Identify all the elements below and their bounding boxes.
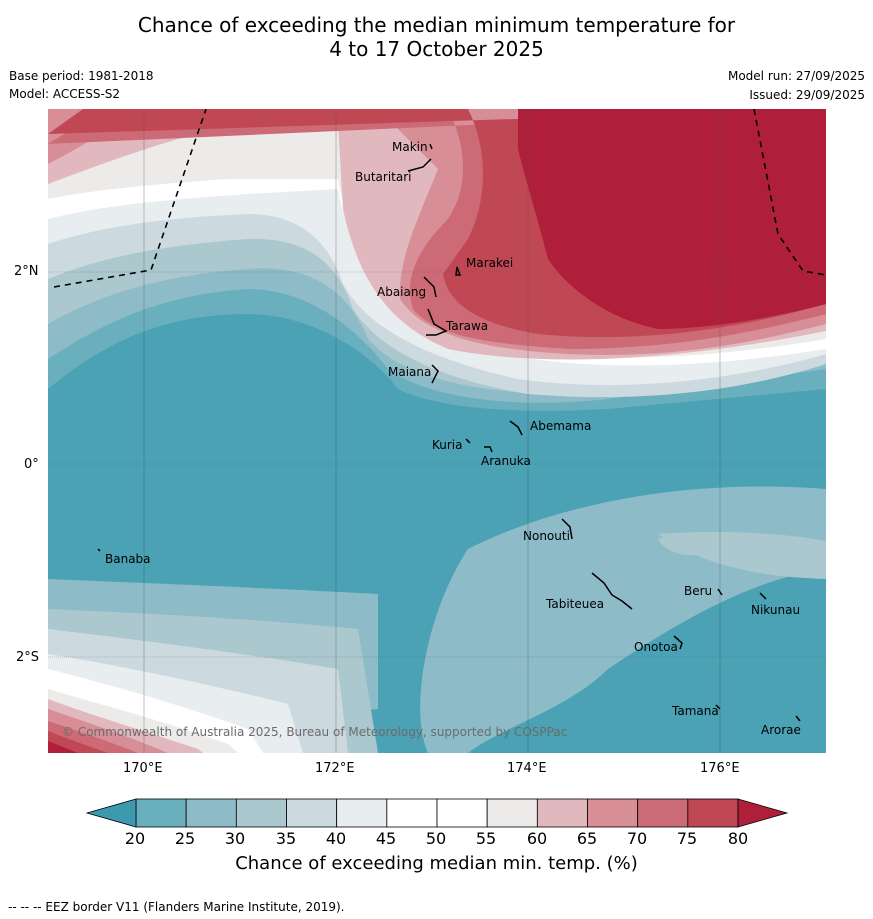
place-nonouti: Nonouti bbox=[523, 529, 570, 543]
island-banaba-shape bbox=[97, 548, 101, 552]
place-tarawa: Tarawa bbox=[446, 319, 489, 333]
place-abemama: Abemama bbox=[530, 419, 592, 433]
colorbar bbox=[86, 798, 788, 828]
colorbar-above-arrow bbox=[737, 798, 788, 828]
map-title-line1: Chance of exceeding the median minimum t… bbox=[137, 13, 736, 37]
island-maiana-shape bbox=[431, 364, 439, 384]
colorbar-bin-70-75 bbox=[637, 798, 689, 828]
colorbar-bin-40-45 bbox=[336, 798, 388, 828]
map-title-line2: 4 to 17 October 2025 bbox=[329, 37, 544, 61]
colorbar-tick-35: 35 bbox=[275, 829, 297, 848]
island-marakei-shape bbox=[455, 266, 462, 276]
island-tamana-shape bbox=[715, 704, 721, 710]
place-nikunau: Nikunau bbox=[751, 603, 801, 617]
colorbar-tick-45: 45 bbox=[375, 829, 397, 848]
band-north-80 bbox=[518, 109, 826, 329]
lat-label-2s: 2°S bbox=[16, 650, 40, 665]
colorbar-bin-50-55 bbox=[436, 798, 488, 828]
place-butaritari: Butaritari bbox=[355, 170, 412, 184]
lat-label-2n: 2°N bbox=[14, 264, 39, 279]
place-tabiteuea: Tabiteuea bbox=[546, 597, 605, 611]
island-kuria-shape bbox=[465, 438, 471, 444]
colorbar-tick-20: 20 bbox=[124, 829, 146, 848]
island-abaiang-shape bbox=[423, 276, 437, 298]
model-run: Model run: 27/09/2025 bbox=[727, 69, 865, 83]
colorbar-below-arrow bbox=[86, 798, 137, 828]
lon-label-174e: 174°E bbox=[507, 761, 547, 776]
place-marakei: Marakei bbox=[466, 256, 514, 270]
colorbar-bin-20-25 bbox=[135, 798, 187, 828]
place-arorae: Arorae bbox=[761, 723, 801, 737]
lat-label-0: 0° bbox=[24, 457, 39, 472]
colorbar-bin-30-35 bbox=[235, 798, 287, 828]
lon-label-172e: 172°E bbox=[315, 761, 355, 776]
band-patch-35 bbox=[658, 535, 714, 555]
island-beru-shape bbox=[717, 588, 723, 596]
colorbar-tick-50: 50 bbox=[425, 829, 447, 848]
island-abemama-shape bbox=[509, 420, 523, 436]
island-makin-shape bbox=[429, 143, 433, 150]
colorbar-bin-55-60 bbox=[486, 798, 538, 828]
island-tabiteuea-shape bbox=[591, 572, 633, 610]
place-kuria: Kuria bbox=[432, 438, 463, 452]
band-bottom-80 bbox=[48, 741, 78, 753]
colorbar-tick-60: 60 bbox=[526, 829, 548, 848]
base-period: Base period: 1981-2018 bbox=[9, 69, 154, 83]
colorbar-bin-65-70 bbox=[587, 798, 639, 828]
colorbar-bin-45-50 bbox=[386, 798, 438, 828]
issued-date: Issued: 29/09/2025 bbox=[749, 88, 865, 102]
colorbar-bin-25-30 bbox=[185, 798, 237, 828]
colorbar-tick-55: 55 bbox=[475, 829, 497, 848]
place-tamana: Tamana bbox=[672, 704, 719, 718]
island-nikunau-shape bbox=[759, 592, 767, 600]
eez-border-west bbox=[53, 109, 207, 288]
eez-legend-note: -- -- -- EEZ border V11 (Flanders Marine… bbox=[8, 900, 345, 914]
model-name: Model: ACCESS-S2 bbox=[9, 87, 121, 101]
colorbar-tick-80: 80 bbox=[727, 829, 749, 848]
island-arorae-shape bbox=[795, 715, 801, 722]
island-onotoa-shape bbox=[673, 635, 683, 650]
island-tarawa-shape bbox=[426, 308, 448, 336]
lon-label-170e: 170°E bbox=[123, 761, 163, 776]
place-banaba: Banaba bbox=[105, 552, 151, 566]
place-maiana: Maiana bbox=[388, 365, 432, 379]
colorbar-bin-60-65 bbox=[536, 798, 588, 828]
place-beru: Beru bbox=[684, 584, 713, 598]
colorbar-bin-35-40 bbox=[286, 798, 338, 828]
island-nonouti-shape bbox=[561, 518, 573, 540]
place-makin: Makin bbox=[392, 140, 428, 154]
colorbar-tick-70: 70 bbox=[626, 829, 648, 848]
colorbar-tick-75: 75 bbox=[676, 829, 698, 848]
colorbar-label: Chance of exceeding median min. temp. (%… bbox=[235, 853, 638, 874]
island-aranuka-shape bbox=[484, 446, 493, 453]
probability-map bbox=[48, 109, 826, 753]
place-onotoa: Onotoa bbox=[634, 640, 678, 654]
place-aranuka: Aranuka bbox=[481, 454, 531, 468]
lon-label-176e: 176°E bbox=[700, 761, 740, 776]
colorbar-tick-40: 40 bbox=[325, 829, 347, 848]
colorbar-tick-25: 25 bbox=[174, 829, 196, 848]
copyright-notice: © Commonwealth of Australia 2025, Bureau… bbox=[62, 725, 568, 739]
colorbar-tick-30: 30 bbox=[224, 829, 246, 848]
place-abaiang: Abaiang bbox=[377, 285, 427, 299]
island-butaritari-shape bbox=[407, 158, 432, 172]
colorbar-tick-65: 65 bbox=[576, 829, 598, 848]
colorbar-bin-75-80 bbox=[687, 798, 739, 828]
